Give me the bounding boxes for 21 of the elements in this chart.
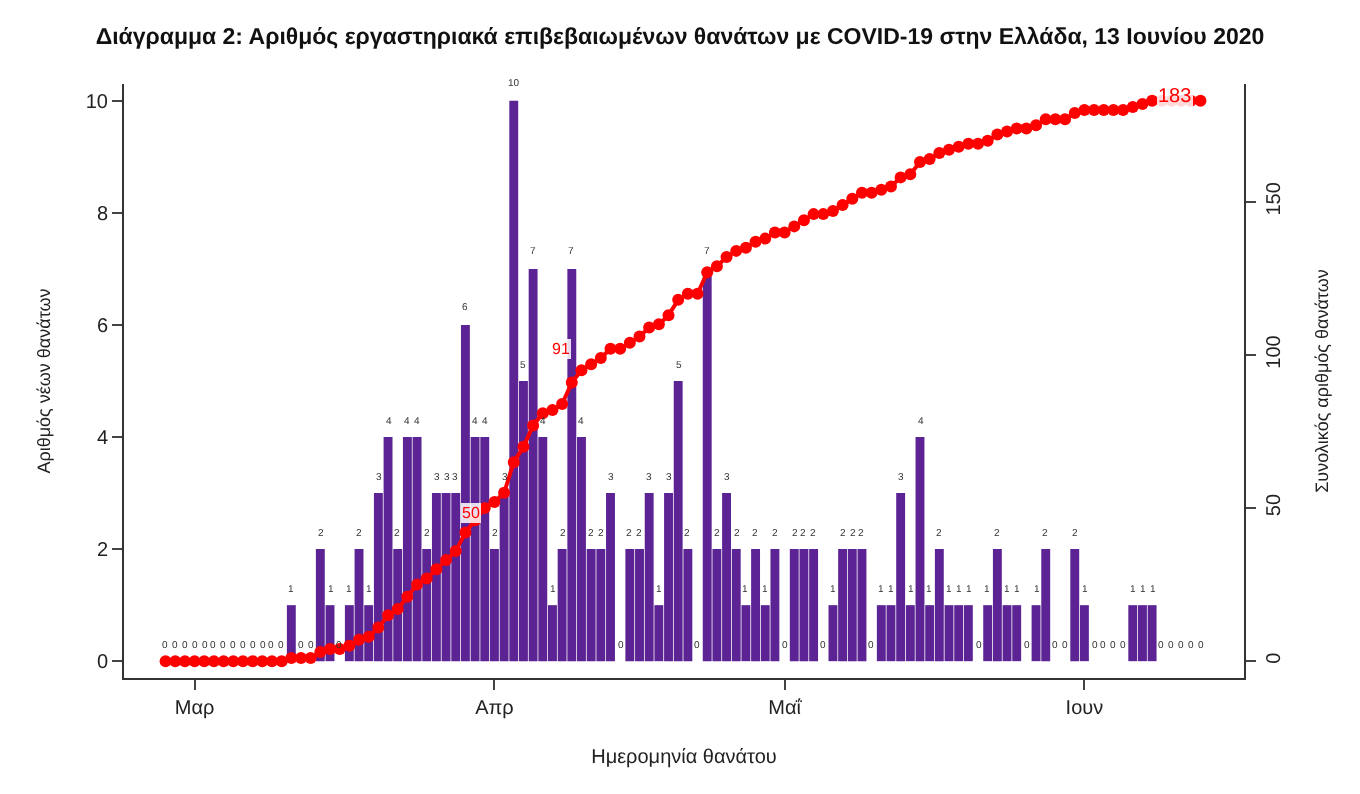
x-axis-title: Ημερομηνία θανάτου xyxy=(591,747,777,769)
y-tick-label: 0 xyxy=(96,652,109,675)
chart-title: Διάγραμμα 2: Αριθμός εργαστηριακά επιβεβαιωμένων θανάτων με COVID-19 στην Ελλάδα, 13 Ιουνίου 2020 xyxy=(95,25,1265,50)
x-tick-label: Απρ xyxy=(475,698,515,720)
annotation: 183 xyxy=(1158,86,1193,108)
y-tick-label: 2 xyxy=(96,540,109,563)
x-tick-label: Ιουν xyxy=(1065,698,1104,720)
annotation: 50 xyxy=(462,504,481,522)
y2-tick-label: 100 xyxy=(1264,334,1286,369)
y-tick-label: 10 xyxy=(85,91,109,114)
y2-axis-title: Συνολικός αριθμός θανάτων xyxy=(1311,268,1332,493)
y-tick-label: 8 xyxy=(96,203,109,226)
annotation: 91 xyxy=(552,340,571,358)
y-axis-title: Αριθμός νέων θανάτων xyxy=(34,287,55,474)
y2-tick-label: 0 xyxy=(1264,651,1286,664)
y2-tick-label: 150 xyxy=(1264,181,1286,216)
x-tick-label: Μαΐ xyxy=(768,698,803,720)
y-tick-label: 4 xyxy=(96,428,109,451)
y2-tick-label: 50 xyxy=(1264,493,1286,517)
y-tick-label: 6 xyxy=(96,315,109,338)
x-tick-label: Μαρ xyxy=(174,698,216,720)
